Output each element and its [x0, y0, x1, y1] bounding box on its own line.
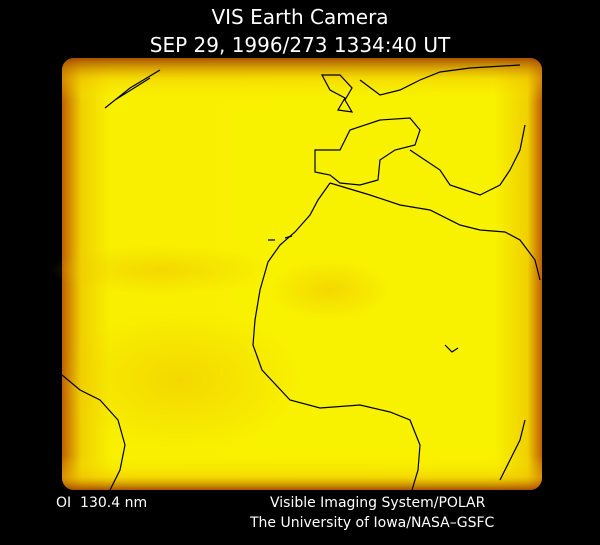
timestamp: SEP 29, 1996/273 1334:40 UT — [150, 33, 451, 57]
coastlines — [61, 64, 541, 491]
wavelength: OI 130.4 nm — [56, 495, 147, 511]
earth-image — [50, 58, 542, 490]
credit: The University of Iowa/NASA–GSFC — [249, 515, 495, 531]
title: VIS Earth Camera — [211, 5, 388, 29]
instrument: Visible Imaging System/POLAR — [270, 495, 486, 511]
